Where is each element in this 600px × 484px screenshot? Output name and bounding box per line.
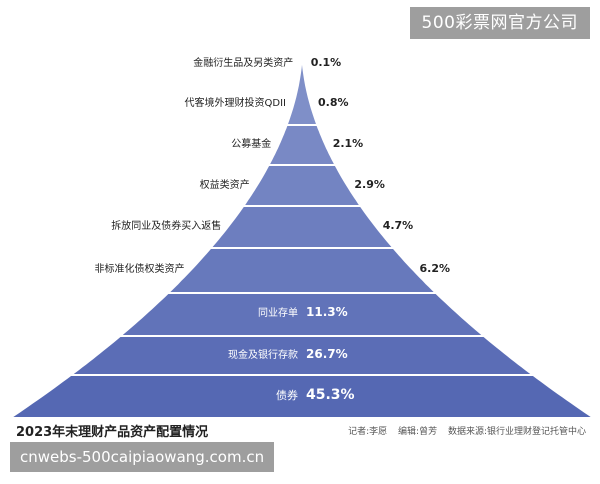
funnel-layer	[208, 205, 396, 249]
category-label: 金融衍生品及另类资产	[193, 56, 293, 69]
value-label: 0.8%	[318, 96, 349, 109]
watermark-top: 500彩票网官方公司	[409, 7, 590, 39]
value-label: 26.7%	[306, 347, 348, 361]
data-source: 数据来源:银行业理财登记托管中心	[447, 427, 586, 437]
funnel-layer	[67, 335, 537, 376]
watermark-bottom: cnwebs-500caipiaowang.com.cn	[10, 442, 275, 472]
value-label: 4.7%	[383, 219, 414, 232]
value-label: 11.3%	[306, 305, 348, 319]
category-label: 权益类资产	[200, 178, 250, 191]
chart-title: 2023年末理财产品资产配置情况	[16, 425, 209, 440]
editor-credit: 编辑:曾芳	[398, 427, 438, 437]
category-label: 非标准化债权类资产	[95, 262, 185, 275]
value-label: 0.1%	[311, 56, 342, 69]
funnel-layer	[266, 124, 338, 166]
value-label: 6.2%	[420, 262, 451, 275]
value-label: 45.3%	[306, 387, 355, 403]
credits: 记者:李愿 编辑:曾芳 数据来源:银行业理财登记托管中心	[340, 424, 586, 437]
reporter-credit: 记者:李愿	[348, 427, 388, 437]
category-label: 现金及银行存款	[228, 348, 298, 361]
value-label: 2.1%	[333, 137, 364, 150]
funnel-layer	[117, 292, 487, 337]
funnel-layer	[6, 374, 598, 419]
funnel-layer	[165, 247, 439, 294]
category-label: 债券	[276, 388, 298, 402]
funnel-layer	[241, 164, 363, 207]
category-label: 代客境外理财投资QDII	[185, 96, 286, 109]
caption-bar: 2023年末理财产品资产配置情况 记者:李愿 编辑:曾芳 数据来源:银行业理财登…	[10, 421, 590, 440]
value-label: 2.9%	[354, 178, 385, 191]
category-label: 同业存单	[258, 306, 298, 319]
category-label: 公募基金	[231, 137, 271, 150]
category-label: 拆放同业及债券买入返售	[111, 219, 221, 232]
